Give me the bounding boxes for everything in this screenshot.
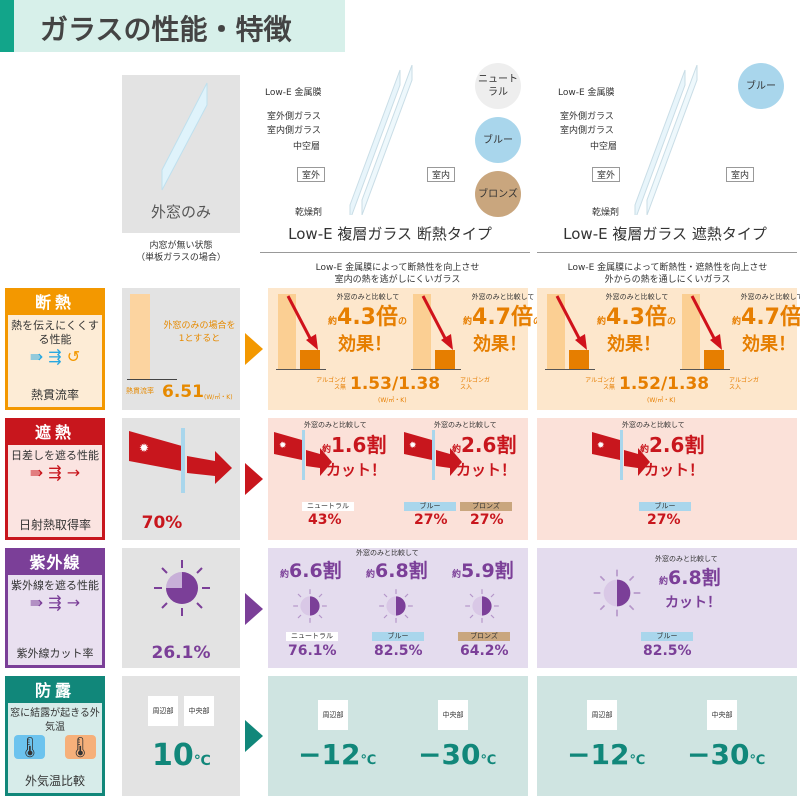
label-inside: 室内 xyxy=(726,167,755,182)
label-uv: 紫外線 紫外線を遮る性能 ⇛ ⇶ → 紫外線カット率 xyxy=(5,548,105,668)
column-title-2: Low-E 複層ガラス 遮熱タイプ xyxy=(563,225,767,243)
sun-ray-arrow-icon: ✹ xyxy=(274,430,332,480)
label-solar: 遮熱 日差しを遮る性能 ⇛ ⇶ → 日射熱取得率 xyxy=(5,418,105,540)
insulation-col2: 外窓のみと比較して 約4.3倍の 効果！ 外窓のみと比較して 約4.7倍の 効果… xyxy=(537,288,800,410)
solar-col2: ✹ 外窓のみと比較して 約2.6割 カット！ ブルー 27% xyxy=(537,418,797,540)
bar-baseline xyxy=(682,294,700,369)
divider xyxy=(537,252,797,253)
baseline-header: 外窓のみ xyxy=(122,75,240,233)
label-outside: 室外 xyxy=(592,167,621,182)
svg-text:✹: ✹ xyxy=(139,441,149,455)
sun-pie-icon xyxy=(593,569,641,617)
page-title: ガラスの性能・特徴 xyxy=(40,13,292,46)
label-inner-glass: 室内側ガラス xyxy=(267,126,321,136)
insulation-col1: 外窓のみと比較して 約4.3倍の 効果！ 外窓のみと比較して 約4.7倍の 効果… xyxy=(268,288,542,410)
chip-neutral: ニュートラル xyxy=(475,63,521,109)
single-glass-icon xyxy=(161,82,208,191)
uv-arrows-icon: ⇛ ⇶ → xyxy=(29,593,81,612)
label-air-layer: 中空層 xyxy=(293,142,321,152)
label-outside: 室外 xyxy=(297,167,326,182)
bar-improved xyxy=(569,350,589,369)
arrow-right-icon xyxy=(245,593,263,625)
label-desiccant: 乾燥剤 xyxy=(592,208,620,218)
arrow-right-icon xyxy=(245,463,263,495)
bar-baseline xyxy=(413,294,431,369)
thermometer-icons: 🌡 🌡 xyxy=(8,735,102,759)
label-lowe: Low-E 金属膜 xyxy=(558,88,615,98)
heat-arrows-icon: ⇛ ⇶ ↺ xyxy=(29,347,81,366)
baseline-uv: 26.1% xyxy=(122,548,240,668)
uv-col1: 約6.6割 ニュートラル 76.1% 外窓のみと比較して 約6.8割 ブルー 82… xyxy=(268,548,528,668)
sun-ray-arrow-icon: ✹ xyxy=(404,430,462,480)
label-condensation: 防露 窓に結露が起きる外気温 🌡 🌡 外気温比較 xyxy=(5,676,105,796)
condensation-col1: 周辺部 中央部 −12℃ −30℃ xyxy=(268,676,528,796)
sun-pie-icon xyxy=(465,589,499,623)
svg-text:✹: ✹ xyxy=(279,441,287,451)
label-insulation: 断熱 熱を伝えにくくする性能 ⇛ ⇶ ↺ 熱貫流率 xyxy=(5,288,105,410)
down-arrow-icon xyxy=(690,295,722,350)
label-inner-glass: 室内側ガラス xyxy=(560,126,614,136)
baseline-condensation: 周辺部 中央部 10℃ xyxy=(122,676,240,796)
label-desiccant: 乾燥剤 xyxy=(295,208,323,218)
baseline-insulation: 外窓のみの場合を1とすると 熱貫流率 6.51 (W/㎡・K) xyxy=(122,288,240,410)
bar-baseline xyxy=(278,294,296,369)
divider xyxy=(260,252,530,253)
arrow-right-icon xyxy=(245,333,263,365)
chip-bronze: ブロンズ xyxy=(475,171,521,217)
column-header-2: Low-E 金属膜 室外側ガラス 室内側ガラス 中空層 室外 室内 乾燥剤 ブル… xyxy=(530,55,800,250)
sun-ray-arrow-icon: ✹ xyxy=(129,428,232,493)
uv-col2: 外窓のみと比較して 約6.8割 カット！ ブルー 82.5% xyxy=(537,548,797,668)
sun-pie-icon xyxy=(293,589,327,623)
svg-text:✹: ✹ xyxy=(597,441,605,451)
double-glass-icon xyxy=(349,65,413,215)
sun-arrows-icon: ⇛ ⇶ → xyxy=(29,463,81,482)
chip-blue: ブルー xyxy=(738,63,784,109)
label-air-layer: 中空層 xyxy=(590,142,618,152)
bar-improved xyxy=(300,350,320,369)
label-lowe: Low-E 金属膜 xyxy=(265,88,322,98)
sun-ray-arrow-icon: ✹ xyxy=(592,430,650,480)
double-glass-icon xyxy=(634,65,698,215)
bar-baseline xyxy=(130,294,150,379)
header-accent xyxy=(0,0,14,52)
solar-col1: ✹ 外窓のみと比較して 約1.6割 カット！ ✹ 外窓のみと比較して 約2.6割 … xyxy=(268,418,528,540)
arrow-right-icon xyxy=(245,720,263,752)
down-arrow-icon xyxy=(421,295,453,350)
sun-pie-icon xyxy=(154,560,210,616)
sun-pie-icon xyxy=(379,589,413,623)
column-desc-1: Low-E 金属膜によって断熱性を向上させ 室内の熱を逃がしにくいガラス xyxy=(315,263,480,285)
down-arrow-icon xyxy=(555,295,587,350)
down-arrow-icon xyxy=(286,295,318,350)
label-inside: 室内 xyxy=(427,167,456,182)
column-header-1: Low-E 金属膜 室外側ガラス 室内側ガラス 中空層 室外 室内 乾燥剤 ニュ… xyxy=(255,55,525,250)
bar-improved xyxy=(704,350,724,369)
label-outer-glass: 室外側ガラス xyxy=(267,112,321,122)
column-desc-2: Low-E 金属膜によって断熱性・遮熱性を向上させ 外からの熱を通しにくいガラス xyxy=(567,263,768,285)
label-outer-glass: 室外側ガラス xyxy=(560,112,614,122)
bar-improved xyxy=(435,350,455,369)
baseline-title: 外窓のみ xyxy=(150,203,211,221)
baseline-solar: ✹ 70% xyxy=(122,418,240,540)
chip-blue: ブルー xyxy=(475,117,521,163)
condensation-col2: 周辺部 中央部 −12℃ −30℃ xyxy=(537,676,797,796)
bar-baseline xyxy=(547,294,565,369)
header-band xyxy=(0,0,345,52)
baseline-note: 内窓が無い状態 （単板ガラスの場合） xyxy=(136,241,226,263)
column-title-1: Low-E 複層ガラス 断熱タイプ xyxy=(288,225,492,243)
svg-text:✹: ✹ xyxy=(409,441,417,451)
